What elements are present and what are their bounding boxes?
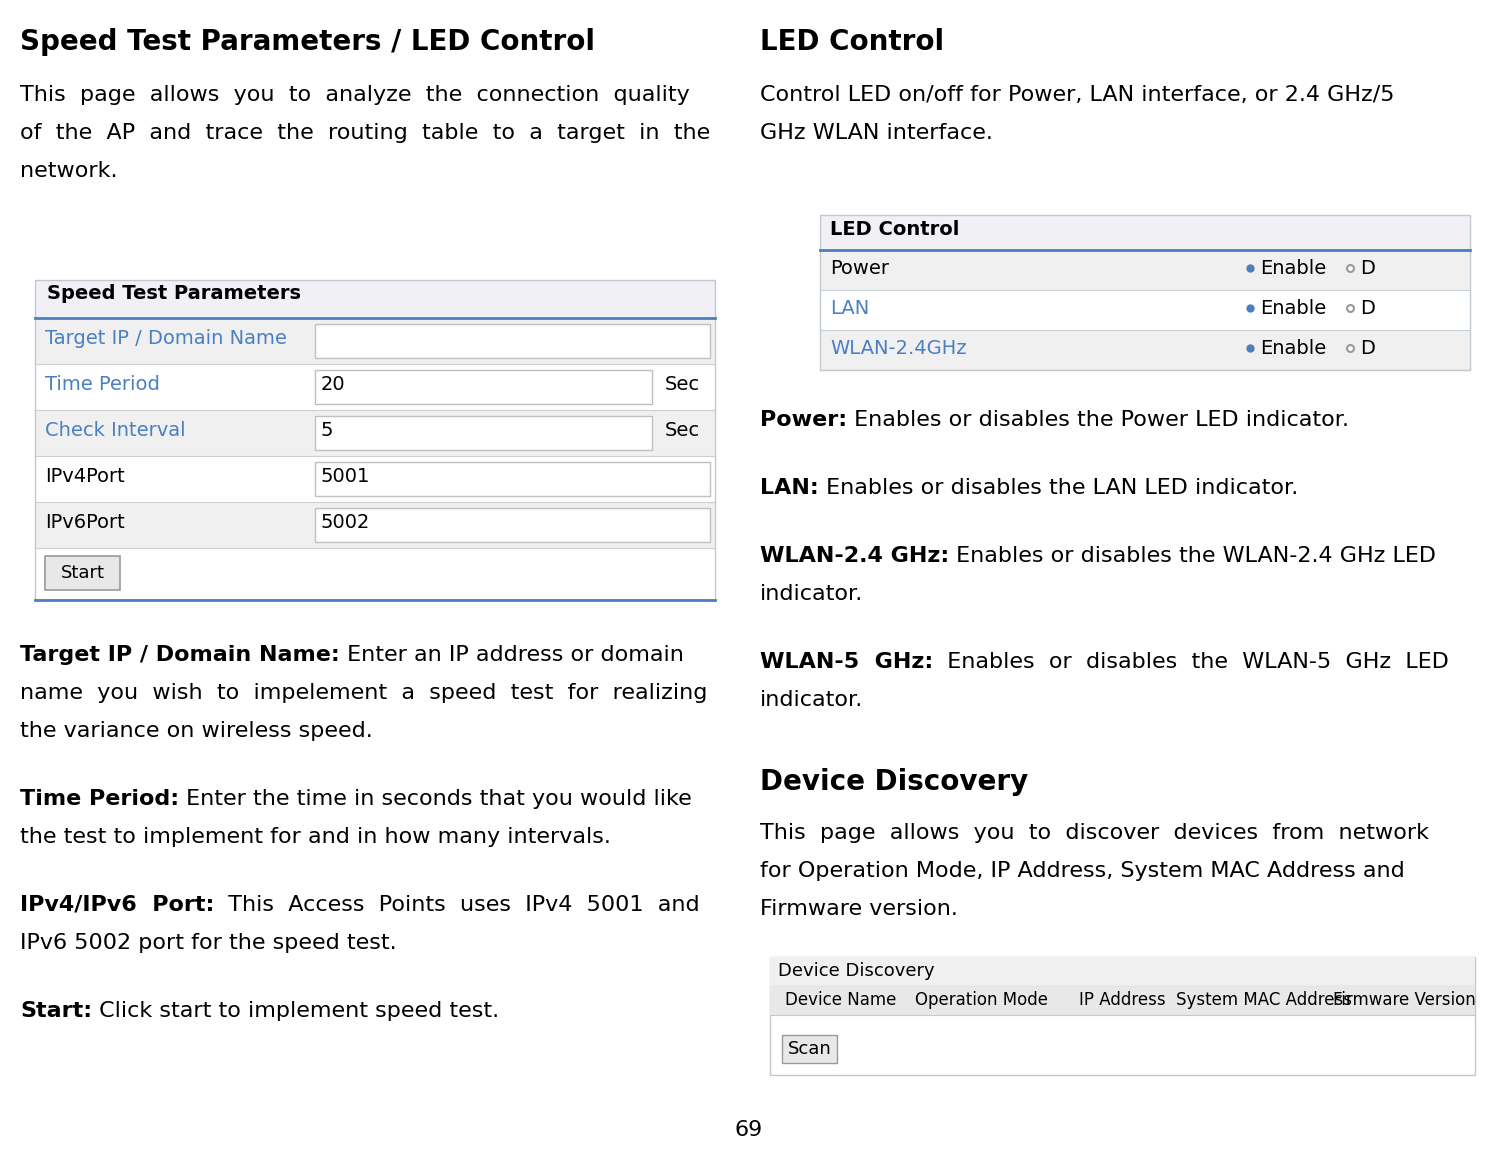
Text: Click start to implement speed test.: Click start to implement speed test. <box>91 1001 499 1021</box>
Text: Device Name: Device Name <box>785 991 896 1009</box>
Text: of  the  AP  and  trace  the  routing  table  to  a  target  in  the: of the AP and trace the routing table to… <box>19 123 710 143</box>
Text: network.: network. <box>19 161 117 181</box>
Text: Firmware Version: Firmware Version <box>1333 991 1476 1009</box>
Text: Speed Test Parameters / LED Control: Speed Test Parameters / LED Control <box>19 28 595 56</box>
Text: Enable: Enable <box>1260 259 1326 277</box>
FancyBboxPatch shape <box>34 502 715 548</box>
Text: System MAC Address: System MAC Address <box>1176 991 1351 1009</box>
Text: Target IP / Domain Name:: Target IP / Domain Name: <box>19 646 340 665</box>
FancyBboxPatch shape <box>34 410 715 456</box>
Text: Enables  or  disables  the  WLAN-5  GHz  LED: Enables or disables the WLAN-5 GHz LED <box>933 652 1449 672</box>
Text: IP Address: IP Address <box>1079 991 1165 1009</box>
Text: WLAN-2.4GHz: WLAN-2.4GHz <box>830 339 966 358</box>
Text: Power:: Power: <box>759 410 848 430</box>
Text: the test to implement for and in how many intervals.: the test to implement for and in how man… <box>19 827 611 848</box>
Text: indicator.: indicator. <box>759 690 863 711</box>
Text: LAN: LAN <box>830 298 869 317</box>
Text: Sec: Sec <box>665 421 700 440</box>
Text: IPv6Port: IPv6Port <box>45 513 124 533</box>
Text: Target IP / Domain Name: Target IP / Domain Name <box>45 330 288 348</box>
FancyBboxPatch shape <box>34 318 715 365</box>
Text: for Operation Mode, IP Address, System MAC Address and: for Operation Mode, IP Address, System M… <box>759 861 1405 881</box>
FancyBboxPatch shape <box>34 456 715 502</box>
Text: 5001: 5001 <box>321 468 370 486</box>
Text: This  Access  Points  uses  IPv4  5001  and: This Access Points uses IPv4 5001 and <box>214 895 700 915</box>
Text: LED Control: LED Control <box>759 28 944 56</box>
Text: Enable: Enable <box>1260 298 1326 317</box>
FancyBboxPatch shape <box>315 462 710 496</box>
Text: Power: Power <box>830 259 888 277</box>
FancyBboxPatch shape <box>315 370 652 404</box>
Text: 5002: 5002 <box>321 513 370 533</box>
Text: Sec: Sec <box>665 375 700 395</box>
Text: Enables or disables the LAN LED indicator.: Enables or disables the LAN LED indicato… <box>819 478 1297 498</box>
FancyBboxPatch shape <box>34 365 715 410</box>
Text: Enables or disables the WLAN-2.4 GHz LED: Enables or disables the WLAN-2.4 GHz LED <box>950 546 1437 567</box>
Text: Enter an IP address or domain: Enter an IP address or domain <box>340 646 683 665</box>
Text: LED Control: LED Control <box>830 219 959 239</box>
Text: the variance on wireless speed.: the variance on wireless speed. <box>19 721 373 741</box>
Text: Time Period:: Time Period: <box>19 789 180 809</box>
Text: Speed Test Parameters: Speed Test Parameters <box>46 284 301 303</box>
Text: Start:: Start: <box>19 1001 91 1021</box>
FancyBboxPatch shape <box>770 957 1476 1075</box>
Text: name  you  wish  to  impelement  a  speed  test  for  realizing: name you wish to impelement a speed test… <box>19 683 707 704</box>
Text: Start: Start <box>60 564 105 582</box>
Text: Scan: Scan <box>788 1040 831 1058</box>
Text: WLAN-5  GHz:: WLAN-5 GHz: <box>759 652 933 672</box>
Text: Device Discovery: Device Discovery <box>777 962 935 980</box>
Text: 5: 5 <box>321 421 334 440</box>
Text: IPv4/IPv6  Port:: IPv4/IPv6 Port: <box>19 895 214 915</box>
FancyBboxPatch shape <box>819 290 1470 330</box>
FancyBboxPatch shape <box>782 1034 837 1063</box>
Text: D: D <box>1360 339 1375 358</box>
Text: Device Discovery: Device Discovery <box>759 767 1028 796</box>
FancyBboxPatch shape <box>45 556 120 590</box>
Text: LAN:: LAN: <box>759 478 819 498</box>
Text: D: D <box>1360 259 1375 277</box>
FancyBboxPatch shape <box>770 957 1476 985</box>
FancyBboxPatch shape <box>819 330 1470 370</box>
FancyBboxPatch shape <box>315 509 710 542</box>
Text: Enter the time in seconds that you would like: Enter the time in seconds that you would… <box>180 789 692 809</box>
Text: IPv4Port: IPv4Port <box>45 468 124 486</box>
FancyBboxPatch shape <box>315 324 710 358</box>
Text: WLAN-2.4 GHz:: WLAN-2.4 GHz: <box>759 546 950 567</box>
FancyBboxPatch shape <box>770 985 1476 1015</box>
Text: This  page  allows  you  to  discover  devices  from  network: This page allows you to discover devices… <box>759 823 1429 843</box>
Text: Time Period: Time Period <box>45 375 160 395</box>
Text: D: D <box>1360 298 1375 317</box>
Text: 69: 69 <box>736 1120 762 1140</box>
Text: IPv6 5002 port for the speed test.: IPv6 5002 port for the speed test. <box>19 933 397 953</box>
Text: Check Interval: Check Interval <box>45 421 186 440</box>
FancyBboxPatch shape <box>819 215 1470 250</box>
FancyBboxPatch shape <box>819 250 1470 290</box>
Text: Enables or disables the Power LED indicator.: Enables or disables the Power LED indica… <box>848 410 1350 430</box>
Text: GHz WLAN interface.: GHz WLAN interface. <box>759 123 993 143</box>
Text: Operation Mode: Operation Mode <box>915 991 1049 1009</box>
Text: indicator.: indicator. <box>759 584 863 604</box>
FancyBboxPatch shape <box>315 416 652 450</box>
Text: 20: 20 <box>321 375 346 395</box>
Text: Control LED on/off for Power, LAN interface, or 2.4 GHz/5: Control LED on/off for Power, LAN interf… <box>759 85 1395 104</box>
Text: This  page  allows  you  to  analyze  the  connection  quality: This page allows you to analyze the conn… <box>19 85 689 104</box>
FancyBboxPatch shape <box>34 280 715 318</box>
Text: Enable: Enable <box>1260 339 1326 358</box>
Text: Firmware version.: Firmware version. <box>759 899 957 920</box>
